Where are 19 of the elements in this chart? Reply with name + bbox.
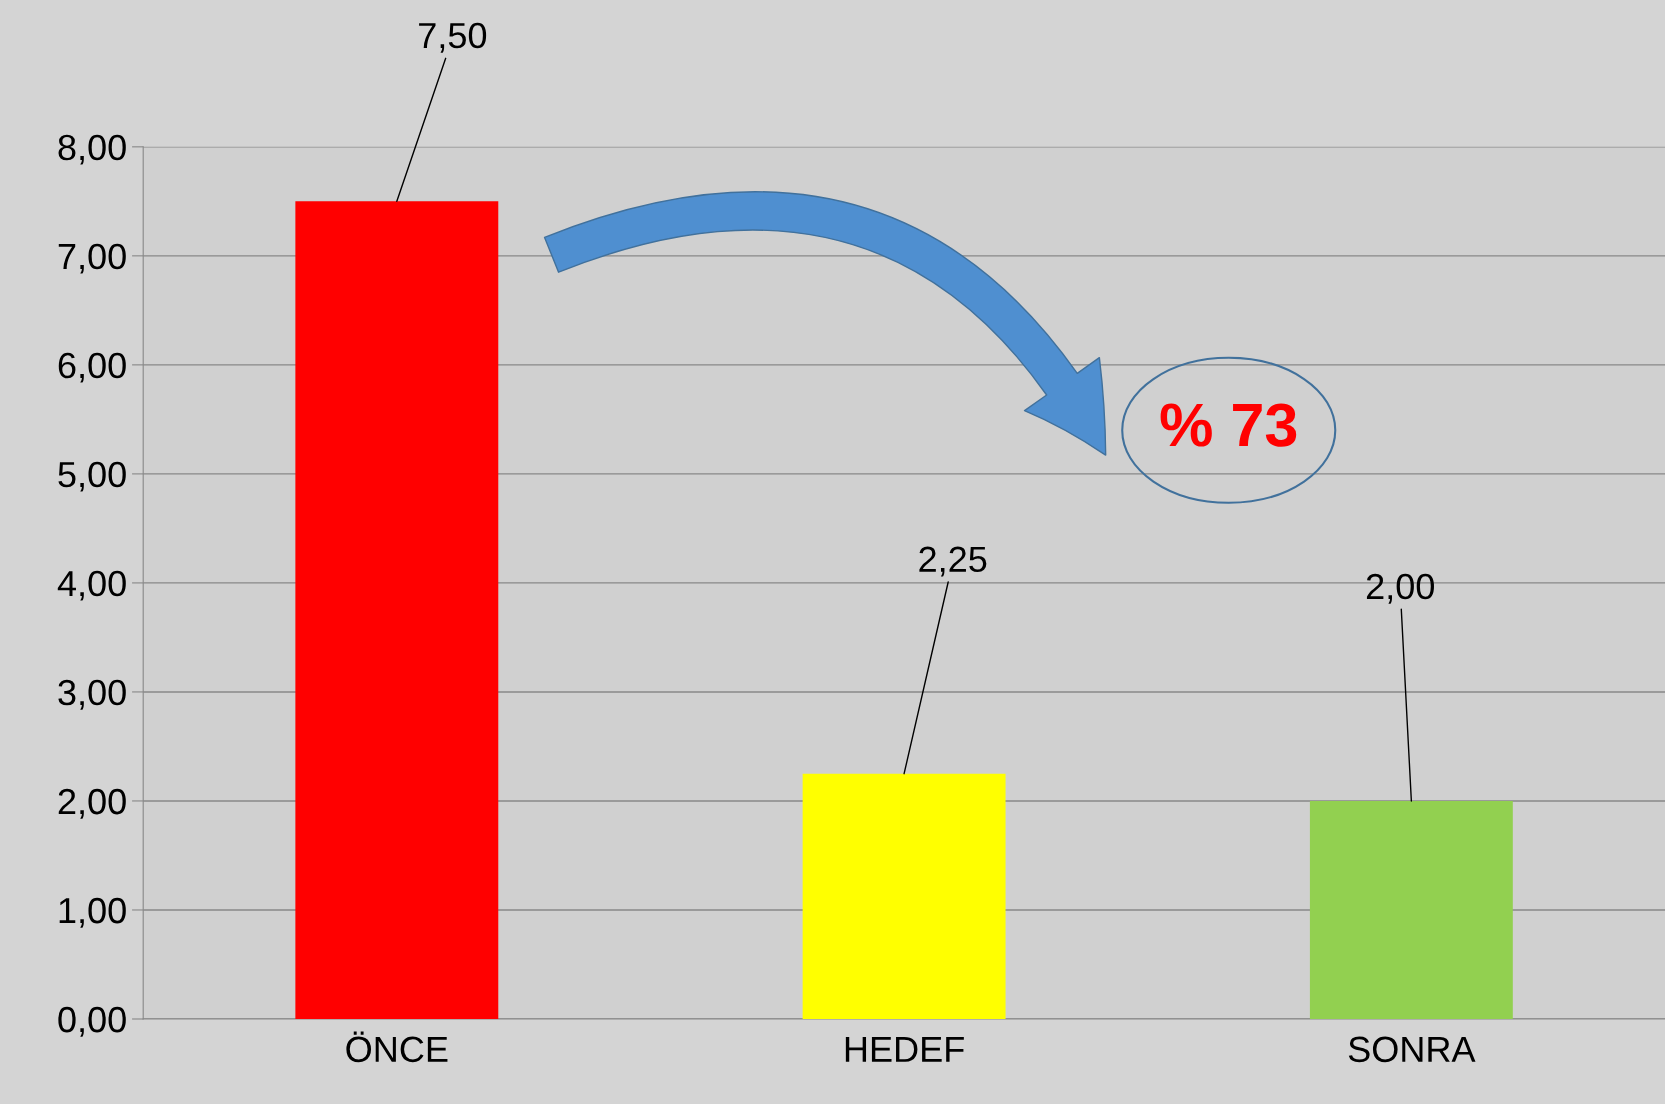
x-tick-label: ÖNCE xyxy=(346,1031,448,1063)
bar xyxy=(1309,800,1513,1019)
y-tick-label: 4,00 xyxy=(57,570,126,601)
bar xyxy=(802,773,1006,1019)
x-tick-label: HEDEF xyxy=(845,1036,964,1062)
y-tick-label: 7,00 xyxy=(58,243,126,274)
y-tick-label: 1,00 xyxy=(59,897,126,928)
y-tick-label: 3,00 xyxy=(58,679,126,710)
data-label: 2,00 xyxy=(1366,573,1434,604)
y-tick-label: 0,00 xyxy=(58,1006,126,1037)
data-label: 2,25 xyxy=(919,546,987,577)
annotation: % 73 xyxy=(1160,403,1297,447)
y-tick-label: 5,00 xyxy=(58,461,126,492)
y-tick-label: 2,00 xyxy=(58,788,126,819)
bar xyxy=(295,201,499,1019)
y-tick-label: 6,00 xyxy=(58,352,126,383)
y-tick-label: 8,00 xyxy=(58,134,126,165)
x-tick-label: SONRA xyxy=(1348,1036,1476,1063)
data-label: 7,50 xyxy=(419,22,487,53)
